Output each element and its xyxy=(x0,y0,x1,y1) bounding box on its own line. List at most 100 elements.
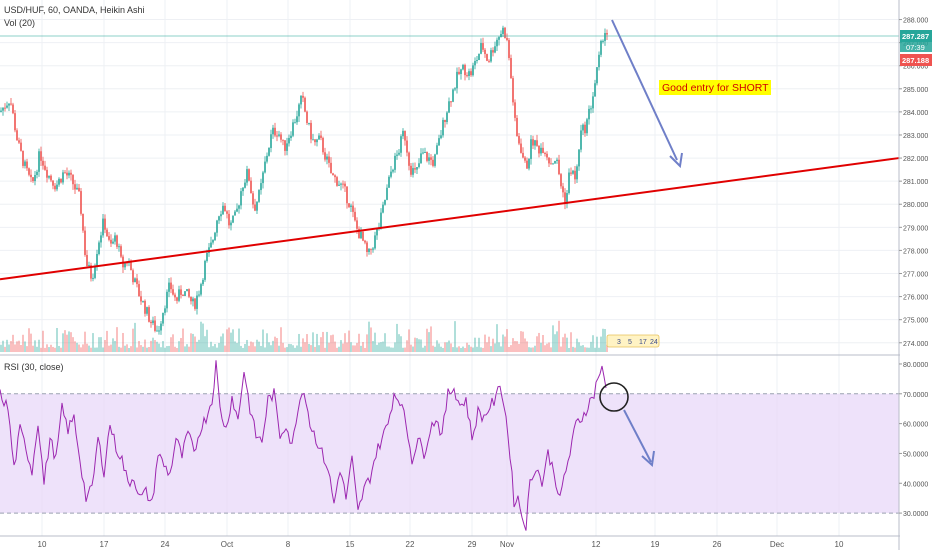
volume-bar xyxy=(602,328,604,352)
price-axis-label: 278.000 xyxy=(903,248,928,255)
candle-body xyxy=(380,212,382,228)
volume-bar xyxy=(570,332,572,352)
time-axis-label: 19 xyxy=(651,540,660,549)
candle-body xyxy=(374,235,376,249)
volume-bar xyxy=(248,345,250,352)
volume-bar xyxy=(306,334,308,352)
candle-body xyxy=(20,142,22,151)
candle-body xyxy=(466,75,468,77)
candle-body xyxy=(36,171,38,176)
symbol-legend[interactable]: USD/HUF, 60, OANDA, Heikin Ashi xyxy=(4,5,145,15)
candle-body xyxy=(156,330,158,332)
volume-bar xyxy=(384,333,386,352)
rsi-title: RSI (30, close) xyxy=(4,362,64,372)
volume-bar xyxy=(436,340,438,352)
volume-bar xyxy=(432,345,434,352)
volume-bar xyxy=(166,346,168,352)
candle-body xyxy=(248,169,250,181)
candle-body xyxy=(446,112,448,122)
volume-bar xyxy=(328,342,330,352)
candle-body xyxy=(330,162,332,174)
volume-bar xyxy=(344,333,346,352)
volume-bar xyxy=(150,340,152,352)
rsi-legend[interactable]: RSI (30, close) xyxy=(4,362,64,372)
volume-bar xyxy=(140,345,142,352)
volume-bar xyxy=(422,347,424,352)
volume-bar xyxy=(520,331,522,352)
volume-bar xyxy=(40,347,42,352)
candle-body xyxy=(440,135,442,139)
candle-body xyxy=(216,220,218,233)
volume-bar xyxy=(446,342,448,352)
candle-body xyxy=(98,242,100,254)
candle-body xyxy=(82,213,84,231)
volume-bar xyxy=(444,342,446,352)
time-axis-label: 26 xyxy=(713,540,722,549)
candle-body xyxy=(186,289,188,292)
candle-body xyxy=(354,211,356,221)
volume-bar xyxy=(484,334,486,352)
candle-body xyxy=(560,174,562,187)
volume-bar xyxy=(230,332,232,352)
volume-bar xyxy=(216,347,218,352)
volume-bar xyxy=(322,331,324,352)
candle-body xyxy=(258,190,260,202)
volume-bar xyxy=(264,347,266,352)
volume-bar xyxy=(560,346,562,352)
volume-bar xyxy=(182,328,184,352)
candle-body xyxy=(400,136,402,153)
volume-bar xyxy=(164,347,166,352)
volume-bar xyxy=(288,343,290,352)
rsi-series xyxy=(0,360,607,531)
candle-body xyxy=(552,163,554,165)
candle-body xyxy=(252,193,254,205)
drawings[interactable]: Good entry for SHORT 3 5 17 24 xyxy=(0,19,900,467)
candle-body xyxy=(116,235,118,247)
candle-body xyxy=(266,155,268,162)
volume-bar xyxy=(270,345,272,352)
candle-body xyxy=(190,296,192,302)
price-arrow-shaft xyxy=(611,19,678,161)
volume-bar xyxy=(68,331,70,352)
candle-body xyxy=(468,71,470,76)
volume-bar xyxy=(394,342,396,352)
candle-body xyxy=(470,71,472,76)
volume-bar xyxy=(78,344,80,352)
candle-body xyxy=(18,140,20,143)
volume-bar xyxy=(558,320,560,352)
candle-body xyxy=(140,296,142,302)
candle-body xyxy=(516,117,518,137)
volume-bar xyxy=(494,343,496,352)
volume-bar xyxy=(414,337,416,352)
volume-bar xyxy=(112,338,114,352)
candle-body xyxy=(572,170,574,174)
volume-bar xyxy=(22,334,24,352)
candle-body xyxy=(306,111,308,124)
volume-bar xyxy=(502,334,504,352)
volume-bar xyxy=(586,347,588,352)
candle-body xyxy=(362,231,364,241)
candle-body xyxy=(600,40,602,55)
volume-bar xyxy=(400,336,402,352)
price-axis-label: 283.000 xyxy=(903,133,928,140)
volume-bar xyxy=(578,342,580,352)
volume-bar xyxy=(562,337,564,352)
candle-body xyxy=(118,246,120,248)
volume-bar xyxy=(168,345,170,352)
candle-body xyxy=(422,152,424,154)
candle-body xyxy=(602,40,604,42)
rsi-axis-label: 40.0000 xyxy=(903,481,928,488)
candle-body xyxy=(232,215,234,223)
time-axis-label: Dec xyxy=(770,540,784,549)
candle-body xyxy=(298,104,300,117)
candle-body xyxy=(238,205,240,209)
volume-bar xyxy=(96,347,98,352)
volume-bar xyxy=(124,345,126,352)
volume-legend[interactable]: Vol (20) xyxy=(4,18,35,28)
volume-bar xyxy=(546,343,548,352)
candle-body xyxy=(502,27,504,34)
candle-body xyxy=(260,183,262,191)
volume-bar xyxy=(24,341,26,352)
